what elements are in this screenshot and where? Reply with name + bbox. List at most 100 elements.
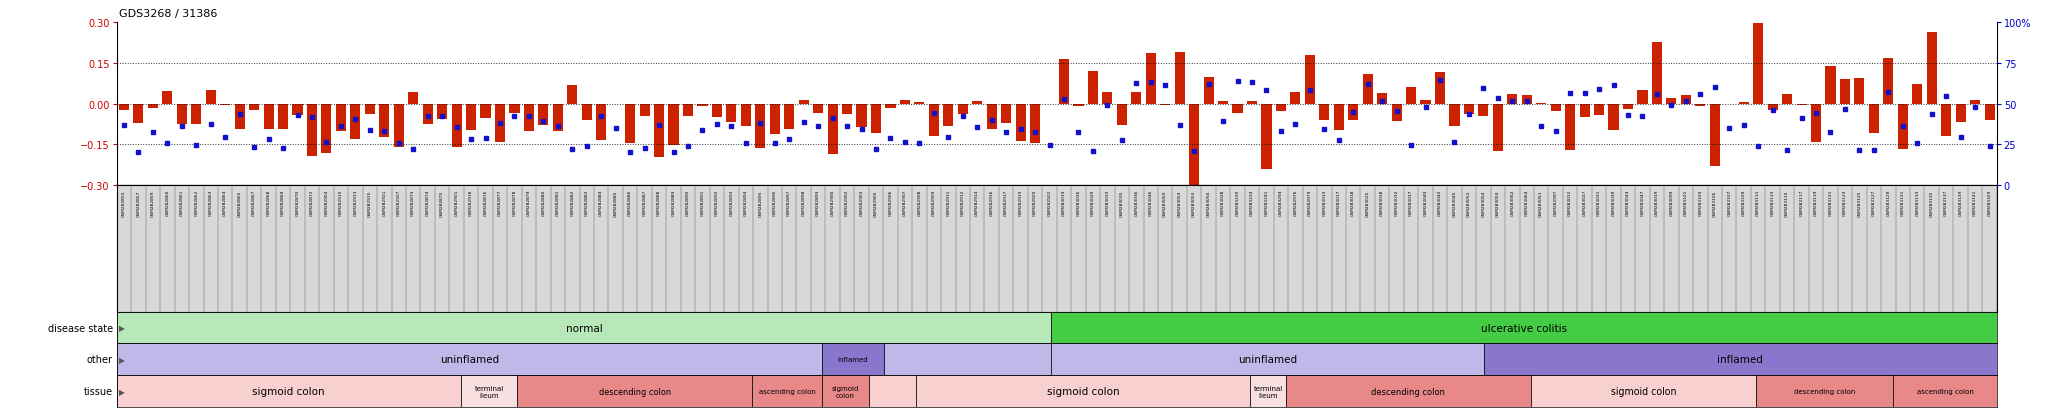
Bar xyxy=(668,104,678,146)
Bar xyxy=(1884,59,1894,104)
Text: GSM283109: GSM283109 xyxy=(1741,190,1745,216)
Text: GSM283028: GSM283028 xyxy=(1380,190,1384,216)
Text: descending colon: descending colon xyxy=(598,387,672,396)
Text: ▶: ▶ xyxy=(119,387,125,396)
Bar xyxy=(1622,104,1632,109)
Bar xyxy=(1956,104,1966,123)
Text: GSM282979: GSM282979 xyxy=(1309,190,1313,216)
Bar xyxy=(205,90,215,104)
Bar xyxy=(1894,375,1997,407)
Text: GSM283026: GSM283026 xyxy=(1077,190,1081,216)
Bar xyxy=(821,375,868,407)
Text: GSM283013: GSM283013 xyxy=(1323,190,1327,216)
Text: GSM283019: GSM283019 xyxy=(1655,190,1659,216)
Bar xyxy=(727,104,737,123)
Text: GSM283113: GSM283113 xyxy=(1772,190,1776,216)
Bar xyxy=(987,104,997,130)
Bar xyxy=(1051,344,1483,375)
Bar xyxy=(1247,101,1257,104)
Text: GSM283135: GSM283135 xyxy=(1929,190,1933,216)
Text: GSM283055: GSM283055 xyxy=(1192,190,1196,216)
Text: GSM282876: GSM282876 xyxy=(483,190,487,216)
Text: GSM282900: GSM282900 xyxy=(831,190,836,216)
Text: GSM283294: GSM283294 xyxy=(1278,190,1282,216)
Bar xyxy=(119,104,129,111)
Text: GSM282899: GSM282899 xyxy=(817,190,819,216)
Bar xyxy=(307,104,317,157)
Text: GSM283050: GSM283050 xyxy=(1163,190,1167,216)
Bar xyxy=(117,312,1051,344)
Text: sigmoid colon: sigmoid colon xyxy=(252,386,326,396)
Bar xyxy=(1898,104,1909,150)
Bar xyxy=(393,104,403,147)
Text: GSM282898: GSM282898 xyxy=(801,190,805,216)
Bar xyxy=(915,375,1251,407)
Text: GSM283137: GSM283137 xyxy=(1944,190,1948,216)
Text: inflamed: inflamed xyxy=(1716,354,1763,365)
Bar xyxy=(1767,104,1778,111)
Text: tissue: tissue xyxy=(84,386,113,396)
Text: GSM282913: GSM282913 xyxy=(354,190,356,216)
Bar xyxy=(117,344,821,375)
Bar xyxy=(885,344,1051,375)
Bar xyxy=(250,104,260,110)
Text: GSM282874: GSM282874 xyxy=(426,190,430,216)
Bar xyxy=(336,104,346,131)
Bar xyxy=(1073,104,1083,107)
Bar xyxy=(1348,104,1358,121)
Text: GSM283036: GSM283036 xyxy=(1135,190,1139,216)
Text: GSM282865: GSM282865 xyxy=(238,190,242,216)
Text: GSM283029: GSM283029 xyxy=(1092,190,1096,216)
Text: uninflamed: uninflamed xyxy=(440,354,500,365)
Bar xyxy=(1696,104,1706,107)
Text: GSM283046: GSM283046 xyxy=(1149,190,1153,216)
Text: GSM283103: GSM283103 xyxy=(1698,190,1702,216)
Bar xyxy=(117,375,461,407)
Bar xyxy=(1593,104,1604,116)
Text: ascending colon: ascending colon xyxy=(1917,388,1974,394)
Text: GSM283052: GSM283052 xyxy=(1466,190,1470,216)
Bar xyxy=(1753,24,1763,104)
Text: GSM282903: GSM282903 xyxy=(860,190,864,216)
Text: GSM282878: GSM282878 xyxy=(512,190,516,216)
Text: GSM283062: GSM283062 xyxy=(1509,190,1513,216)
Bar xyxy=(1724,104,1735,105)
Text: GSM282855: GSM282855 xyxy=(123,190,127,216)
Bar xyxy=(1176,53,1184,104)
Text: GSM283047: GSM283047 xyxy=(1640,190,1645,216)
Bar xyxy=(1796,104,1806,105)
Bar xyxy=(610,104,621,105)
Bar xyxy=(467,104,475,131)
Text: GSM282861: GSM282861 xyxy=(180,190,184,216)
Bar xyxy=(1044,104,1055,105)
Text: GSM282875: GSM282875 xyxy=(440,190,444,216)
Bar xyxy=(1030,104,1040,143)
Text: GSM283105: GSM283105 xyxy=(1712,190,1716,216)
Bar xyxy=(1051,312,1997,344)
Text: descending colon: descending colon xyxy=(1372,387,1446,396)
Text: GSM283099: GSM283099 xyxy=(1669,190,1673,216)
Bar xyxy=(799,100,809,104)
Text: GSM282886: GSM282886 xyxy=(629,190,633,216)
Text: disease state: disease state xyxy=(47,323,113,333)
Text: GSM283064: GSM283064 xyxy=(1526,190,1528,216)
Text: GSM282911: GSM282911 xyxy=(946,190,950,216)
Bar xyxy=(1985,104,1995,121)
Bar xyxy=(1407,88,1415,104)
Text: GSM283329: GSM283329 xyxy=(1987,190,1991,216)
Text: GSM282997: GSM282997 xyxy=(1554,190,1559,216)
Bar xyxy=(1710,104,1720,167)
Bar xyxy=(553,104,563,132)
Bar xyxy=(1530,375,1755,407)
Text: GSM282880: GSM282880 xyxy=(541,190,545,216)
Text: GSM282907: GSM282907 xyxy=(903,190,907,216)
Text: GSM283037: GSM283037 xyxy=(1409,190,1413,216)
Text: GSM282918: GSM282918 xyxy=(469,190,473,216)
Text: GSM283053: GSM283053 xyxy=(1178,190,1182,216)
Bar xyxy=(1782,95,1792,104)
Bar xyxy=(1507,95,1518,104)
Bar xyxy=(1145,54,1155,104)
Text: GSM282915: GSM282915 xyxy=(369,190,373,216)
Bar xyxy=(1059,60,1069,104)
Bar xyxy=(1825,67,1835,104)
